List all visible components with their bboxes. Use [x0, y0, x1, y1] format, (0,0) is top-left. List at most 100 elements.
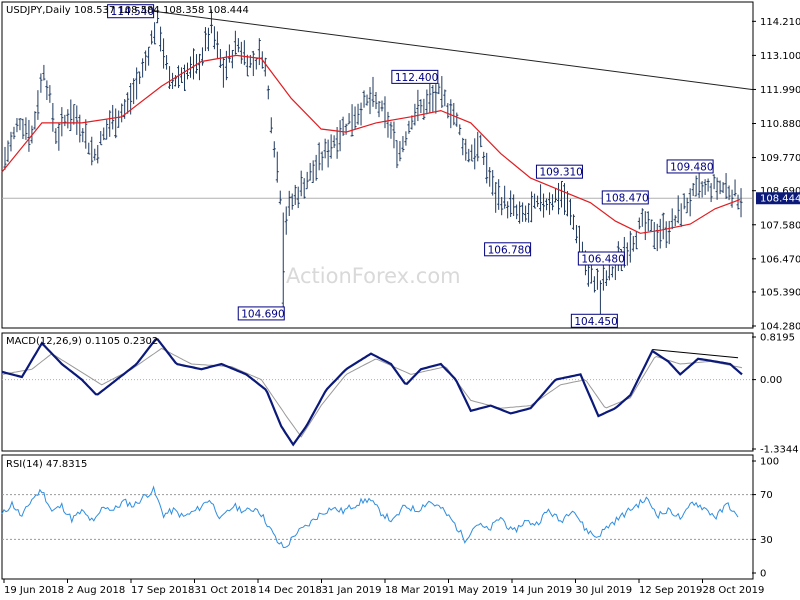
ohlc-bar — [700, 181, 704, 198]
price-annotation: 106.480 — [577, 251, 625, 266]
ohlc-bar — [413, 103, 417, 126]
ohlc-bar — [188, 56, 192, 78]
ohlc-bar — [482, 151, 486, 166]
annotation-box — [570, 313, 618, 328]
ohlc-bar — [685, 197, 689, 214]
ohlc-bar — [197, 53, 201, 81]
ohlc-bar — [407, 120, 411, 134]
price-tick-label: 109.770 — [760, 153, 800, 164]
ohlc-bar — [736, 194, 740, 210]
date-tick-label: 17 Sep 2018 — [131, 585, 194, 596]
ohlc-bar — [497, 179, 501, 210]
ohlc-bar — [365, 94, 369, 106]
ohlc-bar — [476, 131, 480, 162]
ohlc-bar — [209, 9, 213, 34]
ohlc-bar — [503, 185, 507, 209]
ohlc-bar — [595, 268, 599, 290]
ohlc-bar — [524, 205, 528, 222]
ohlc-bar — [24, 117, 28, 140]
ohlc-bar — [488, 167, 492, 187]
ohlc-bar — [96, 145, 100, 164]
ohlc-bar — [251, 50, 255, 77]
ohlc-bar — [350, 104, 354, 137]
ohlc-bar — [21, 118, 25, 140]
ohlc-bar — [694, 175, 698, 197]
date-tick-label: 30 Jul 2019 — [576, 585, 633, 596]
price-annotations: 114.540 104.690 112.400 109.310 106.780 104.4… — [107, 4, 714, 328]
ohlc-bar — [347, 113, 351, 125]
price-tick-label: 110.880 — [760, 119, 800, 130]
ohlc-bar — [721, 182, 725, 194]
ohlc-bar — [335, 127, 339, 159]
annotation-label: 106.780 — [488, 244, 531, 256]
annotation-label: 104.450 — [574, 316, 617, 328]
date-tick-label: 14 Jun 2019 — [512, 585, 572, 596]
ohlc-bar — [494, 182, 498, 213]
annotation-label: 109.310 — [539, 167, 582, 179]
annotation-label: 108.470 — [605, 192, 648, 204]
ohlc-bar — [18, 118, 22, 131]
ohlc-bar — [521, 202, 525, 222]
ohlc-bar — [305, 171, 309, 190]
price-tick-label: 104.280 — [760, 322, 800, 333]
ohlc-bar — [233, 30, 237, 55]
ohlc-bar — [667, 220, 671, 245]
ohlc-bar — [308, 162, 312, 181]
ohlc-bar — [15, 118, 19, 133]
price-tick-label: 107.580 — [760, 220, 800, 231]
annotation-box — [484, 242, 532, 257]
price-tick-label: 108.690 — [760, 186, 800, 197]
date-tick-label: 12 Sep 2019 — [639, 585, 702, 596]
ohlc-bar — [458, 124, 462, 136]
ohlc-bar — [177, 65, 181, 89]
ohlc-bar — [500, 197, 504, 216]
watermark: ActionForex.com — [286, 264, 461, 288]
ohlc-bar — [664, 221, 668, 248]
ohlc-bar — [263, 57, 267, 77]
rsi-tick-label: 100 — [760, 457, 779, 468]
ohlc-bar — [162, 38, 166, 69]
ohlc-bar — [75, 105, 79, 135]
ohlc-bar — [215, 31, 219, 59]
ohlc-bar — [464, 138, 468, 161]
ohlc-bar — [709, 183, 713, 203]
rsi-panel-frame — [1, 454, 754, 580]
ohlc-bar — [640, 208, 644, 227]
ohlc-bar — [290, 193, 294, 210]
ohlc-bar — [356, 103, 360, 125]
ohlc-bar — [515, 204, 519, 220]
date-tick-label: 19 Jun 2018 — [4, 585, 64, 596]
ohlc-bar — [592, 276, 596, 293]
annotation-label: 114.540 — [111, 6, 154, 18]
ohlc-bar — [27, 119, 31, 152]
date-tick-label: 14 Dec 2018 — [258, 585, 322, 596]
macd-axis: 0.8195 0.00 -1.3344 — [752, 333, 799, 456]
ohlc-bar — [329, 134, 333, 159]
ohlc-bar — [224, 50, 228, 81]
date-axis: 19 Jun 2018 2 Aug 2018 17 Sep 2018 31 Oct 2… — [3, 579, 764, 596]
rsi-line — [1, 485, 739, 549]
ohlc-bar — [368, 87, 372, 115]
price-annotation: 108.470 — [601, 190, 649, 205]
ohlc-bar — [673, 215, 677, 227]
annotation-label: 104.690 — [241, 308, 284, 320]
ohlc-bar — [571, 214, 575, 230]
ohlc-bar — [60, 107, 64, 137]
ohlc-bar — [254, 58, 258, 70]
ohlc-bar — [102, 127, 106, 141]
ohlc-bar — [87, 142, 91, 155]
ohlc-bar — [353, 106, 357, 130]
ohlc-bar — [200, 47, 204, 66]
ohlc-bar — [314, 154, 318, 181]
ohlc-bar — [147, 46, 151, 66]
ohlc-bar — [470, 144, 474, 162]
annotation-box — [601, 190, 649, 205]
ohlc-bar — [126, 92, 130, 114]
price-tick-label: 111.990 — [760, 85, 800, 96]
ohlc-bar — [284, 206, 288, 235]
ohlc-bar — [509, 190, 513, 218]
ohlc-bar — [506, 201, 510, 219]
macd-line — [1, 338, 743, 447]
